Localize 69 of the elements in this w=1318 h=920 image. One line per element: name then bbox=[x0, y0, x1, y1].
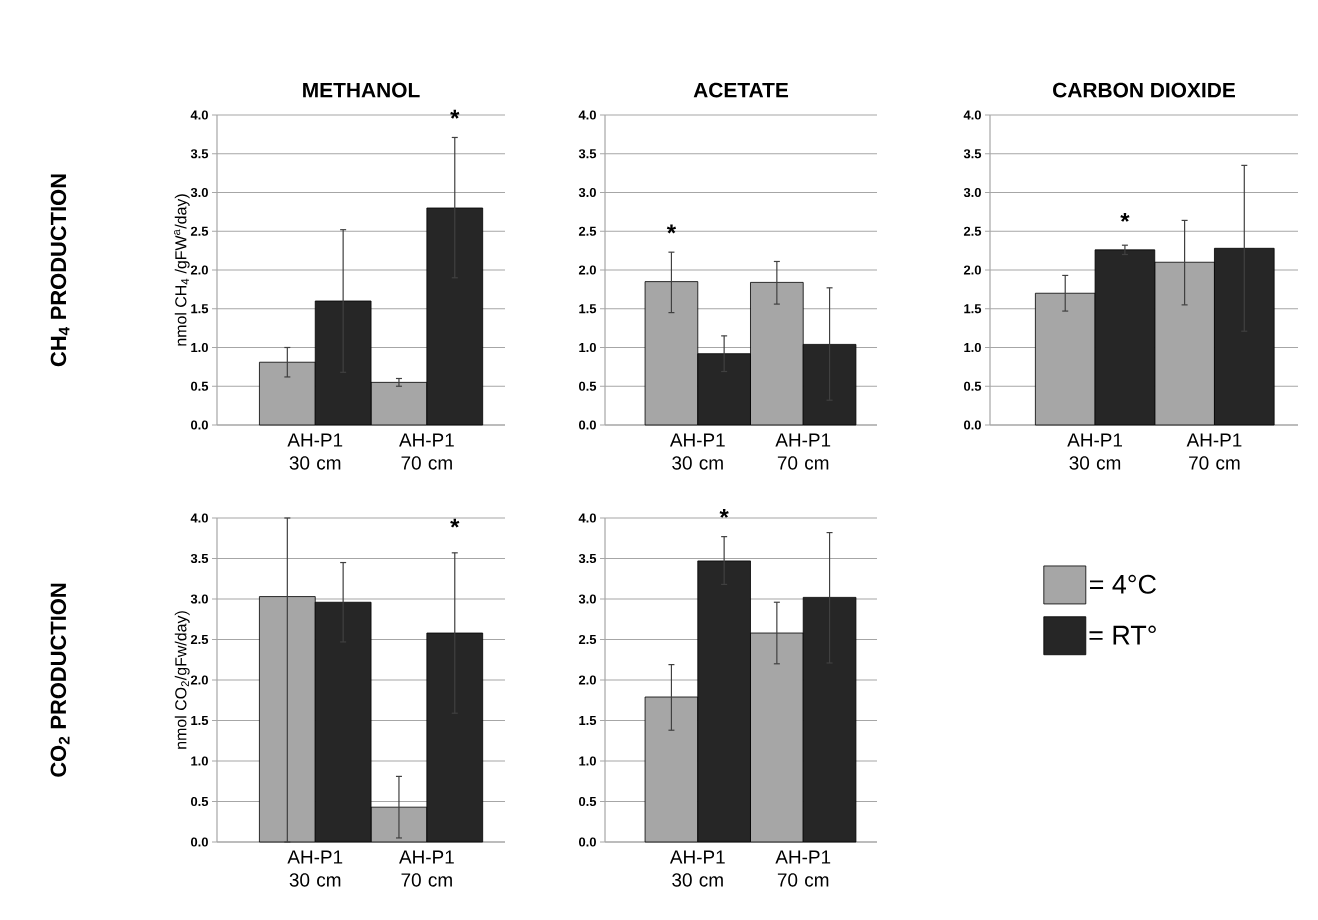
y-tick-label: 0.5 bbox=[579, 796, 597, 807]
y-tick-label: 0.5 bbox=[964, 381, 982, 391]
y-tick-label: 3.5 bbox=[578, 553, 597, 564]
y-tick-label: 2.0 bbox=[578, 265, 596, 275]
y-axis-title: nmol CO$_{2}$/gFw/day) bbox=[174, 611, 190, 749]
y-tick-label: 2.0 bbox=[190, 265, 208, 275]
y-tick-label: 2.5 bbox=[578, 226, 597, 236]
y-tick-label: 2.5 bbox=[578, 634, 597, 645]
y-tick-label: 1.0 bbox=[579, 342, 596, 353]
annotation: * bbox=[1120, 212, 1130, 222]
x-tick-label: AH-P1 30 cm bbox=[287, 850, 343, 887]
legend-label: = 4°C bbox=[1089, 574, 1156, 594]
y-tick-label: 3.5 bbox=[190, 553, 209, 564]
y-tick-label: 3.0 bbox=[578, 594, 596, 604]
y-tick-label: 3.0 bbox=[963, 187, 981, 198]
y-tick-label: 1.0 bbox=[191, 342, 208, 353]
y-axis-title: nmol CH$_{4}$ /gFW$^{a}$/day) bbox=[174, 194, 190, 346]
annotation: * bbox=[450, 109, 460, 119]
y-tick-label: 1.0 bbox=[964, 342, 981, 353]
y-tick-label: 1.0 bbox=[191, 756, 208, 766]
y-tick-label: 3.5 bbox=[578, 149, 597, 159]
y-tick-label: 4.0 bbox=[190, 110, 208, 120]
x-tick-label: AH-P1 70 cm bbox=[399, 850, 454, 887]
y-tick-label: 0.0 bbox=[579, 837, 596, 847]
y-tick-label: 3.0 bbox=[578, 187, 596, 198]
y-tick-label: 2.5 bbox=[190, 226, 209, 236]
legend-label: = RT° bbox=[1089, 625, 1156, 645]
y-tick-label: 3.0 bbox=[190, 187, 208, 198]
y-tick-label: 2.5 bbox=[963, 226, 982, 236]
y-tick-label: 2.5 bbox=[190, 634, 209, 645]
x-tick-label: AH-P1 70 cm bbox=[775, 433, 831, 470]
text: CO$_{2}$ PRODUCTION bbox=[50, 583, 70, 777]
y-tick-label: 4.0 bbox=[578, 110, 596, 120]
y-tick-label: 0.5 bbox=[579, 381, 597, 391]
y-tick-label: 1.5 bbox=[964, 304, 982, 314]
y-tick-label: 0.0 bbox=[579, 420, 596, 430]
y-tick-label: 2.0 bbox=[963, 265, 981, 275]
y-tick-label: 0.0 bbox=[190, 420, 208, 430]
y-tick-label: 1.5 bbox=[579, 715, 597, 726]
text: CH$_{4}$ PRODUCTION bbox=[50, 174, 70, 367]
x-tick-label: AH-P1 30 cm bbox=[669, 850, 725, 887]
y-tick-label: 2.0 bbox=[578, 675, 596, 685]
y-tick-label: 1.5 bbox=[191, 715, 209, 726]
y-tick-label: 0.5 bbox=[190, 796, 209, 807]
y-tick-label: 3.5 bbox=[963, 149, 982, 159]
y-tick-label: 0.5 bbox=[190, 381, 209, 391]
annotation: * bbox=[666, 224, 677, 234]
y-tick-label: 4.0 bbox=[963, 110, 981, 120]
y-tick-label: 1.5 bbox=[579, 304, 597, 314]
y-tick-label: 0.0 bbox=[190, 837, 208, 847]
y-tick-label: 1.0 bbox=[579, 756, 596, 766]
annotation: * bbox=[450, 518, 460, 528]
y-tick-label: 4.0 bbox=[190, 513, 208, 523]
x-tick-label: AH-P1 30 cm bbox=[287, 433, 343, 470]
chart-title: METHANOL bbox=[303, 82, 420, 98]
text: * bbox=[719, 508, 729, 518]
x-tick-label: AH-P1 30 cm bbox=[1067, 433, 1123, 470]
chart-title: CARBON DIOXIDE bbox=[1053, 82, 1235, 98]
x-tick-label: AH-P1 30 cm bbox=[669, 433, 725, 470]
x-tick-label: AH-P1 70 cm bbox=[399, 433, 454, 470]
x-tick-label: AH-P1 70 cm bbox=[1186, 433, 1242, 470]
y-tick-label: 0.0 bbox=[964, 420, 981, 430]
y-tick-label: 1.5 bbox=[191, 304, 209, 314]
y-tick-label: 3.5 bbox=[190, 149, 209, 159]
chart-title: ACETATE bbox=[693, 82, 789, 98]
y-tick-label: 3.0 bbox=[190, 594, 208, 604]
x-tick-label: AH-P1 70 cm bbox=[775, 850, 831, 887]
y-tick-label: 4.0 bbox=[578, 513, 596, 523]
y-tick-label: 2.0 bbox=[190, 675, 208, 685]
